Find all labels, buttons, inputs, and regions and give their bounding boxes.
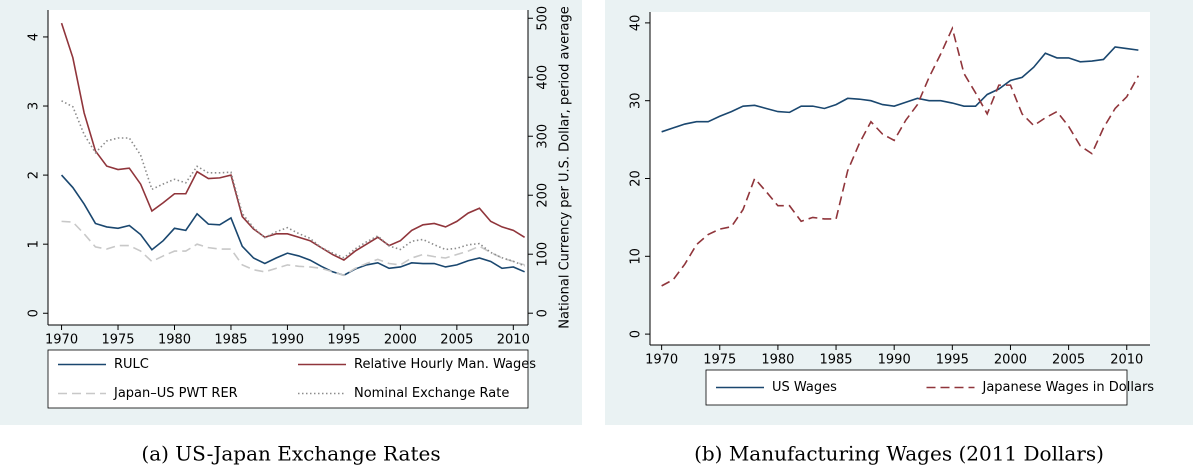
series-line	[61, 100, 525, 267]
y-tick-label: 40	[629, 15, 644, 32]
y-tick-label: 0	[27, 309, 42, 317]
legend-label: US Wages	[772, 380, 837, 395]
y-tick-label: 20	[629, 170, 644, 187]
legend-box	[47, 349, 529, 409]
caption: (b) Manufacturing Wages (2011 Dollars)	[694, 442, 1104, 466]
legend-label: Japanese Wages in Dollars	[982, 380, 1155, 395]
legend-label: Relative Hourly Man. Wages	[354, 357, 536, 372]
x-tick-label: 2005	[1052, 353, 1085, 368]
x-tick-label: 1995	[936, 353, 969, 368]
plot-area	[48, 10, 528, 325]
y2-tick-label: 100	[536, 242, 551, 267]
y2-tick-label: 400	[536, 65, 551, 90]
plot-area	[650, 12, 1150, 345]
series-line	[61, 220, 525, 277]
x-tick-label: 1995	[327, 333, 360, 348]
y-tick-label: 30	[629, 92, 644, 109]
x-tick-label: 2005	[440, 333, 473, 348]
legend-label: Nominal Exchange Rate	[354, 386, 509, 401]
y2-tick-label: 500	[536, 6, 551, 31]
series-line	[60, 174, 525, 277]
x-tick-label: 1980	[761, 353, 794, 368]
legend-box	[705, 369, 1128, 406]
y2-tick-label: 0	[536, 309, 551, 317]
y2-tick-label: 300	[536, 124, 551, 149]
x-tick-label: 1985	[214, 333, 247, 348]
legend-label: Japan–US PWT RER	[113, 386, 238, 401]
series-line	[60, 22, 526, 262]
x-tick-label: 1990	[878, 353, 911, 368]
series-line	[661, 25, 1140, 287]
y-tick-label: 2	[27, 171, 42, 179]
y-tick-label: 3	[27, 102, 42, 110]
y-tick-label: 0	[629, 330, 644, 338]
x-tick-label: 1970	[45, 333, 78, 348]
x-tick-label: 2000	[384, 333, 417, 348]
y-tick-label: 10	[629, 248, 644, 265]
x-tick-label: 1975	[703, 353, 736, 368]
caption: (a) US-Japan Exchange Rates	[141, 442, 440, 466]
y-tick-label: 4	[27, 33, 42, 41]
x-tick-label: 1985	[819, 353, 852, 368]
x-tick-label: 2010	[497, 333, 530, 348]
legend-label: RULC	[114, 357, 149, 372]
y-tick-label: 1	[27, 240, 42, 248]
x-tick-label: 1975	[101, 333, 134, 348]
x-tick-label: 1970	[645, 353, 678, 368]
y2-tick-label: 200	[536, 183, 551, 208]
x-tick-label: 2010	[1110, 353, 1143, 368]
x-tick-label: 1990	[271, 333, 304, 348]
x-tick-label: 2000	[994, 353, 1027, 368]
series-line	[661, 46, 1139, 133]
x-tick-label: 1980	[158, 333, 191, 348]
y2-axis-label: National Currency per U.S. Dollar, perio…	[558, 6, 573, 328]
